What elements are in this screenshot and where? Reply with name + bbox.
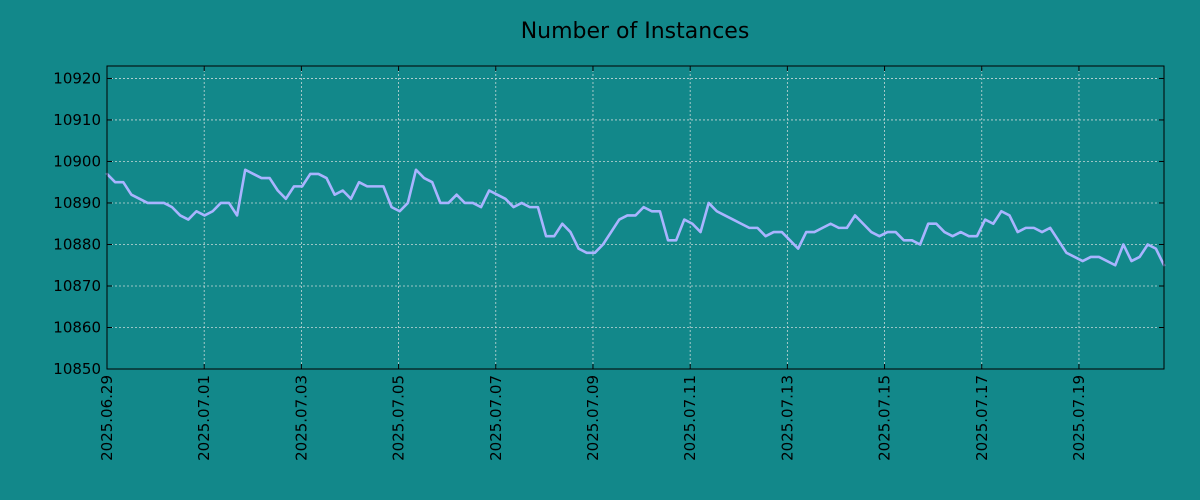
y-tick-label: 10850 bbox=[53, 360, 101, 378]
x-tick-label: 2025.07.03 bbox=[292, 375, 310, 461]
x-tick-label: 2025.07.17 bbox=[973, 375, 991, 461]
y-tick-label: 10920 bbox=[53, 69, 101, 87]
series-line bbox=[105, 168, 1166, 267]
x-tick-label: 2025.07.13 bbox=[778, 375, 796, 461]
y-tick-label: 10890 bbox=[53, 194, 101, 212]
x-tick-label: 2025.07.15 bbox=[876, 375, 894, 461]
y-tick-label: 10900 bbox=[53, 152, 101, 170]
y-tick-label: 10910 bbox=[53, 111, 101, 129]
y-tick-label: 10880 bbox=[53, 235, 101, 253]
x-tick-label: 2025.07.01 bbox=[195, 375, 213, 461]
x-tick-label: 2025.07.19 bbox=[1070, 375, 1088, 461]
chart-title: Number of Instances bbox=[521, 19, 750, 44]
x-tick-label: 2025.07.09 bbox=[584, 375, 602, 461]
y-axis: 10850 10860 10870 10880 10890 10900 10910 10920 bbox=[53, 69, 1164, 378]
y-tick-label: 10870 bbox=[53, 277, 101, 295]
x-tick-label: 2025.06.29 bbox=[98, 375, 116, 461]
x-axis: 2025.06.29 2025.07.01 2025.07.03 2025.07.05… bbox=[98, 66, 1088, 461]
x-tick-label: 2025.07.07 bbox=[487, 375, 505, 461]
x-tick-label: 2025.07.11 bbox=[681, 375, 699, 461]
series-layer bbox=[105, 168, 1166, 267]
y-tick-label: 10860 bbox=[53, 318, 101, 336]
grid bbox=[107, 66, 1164, 369]
x-tick-label: 2025.07.05 bbox=[390, 375, 408, 461]
plot-area bbox=[106, 65, 1165, 370]
